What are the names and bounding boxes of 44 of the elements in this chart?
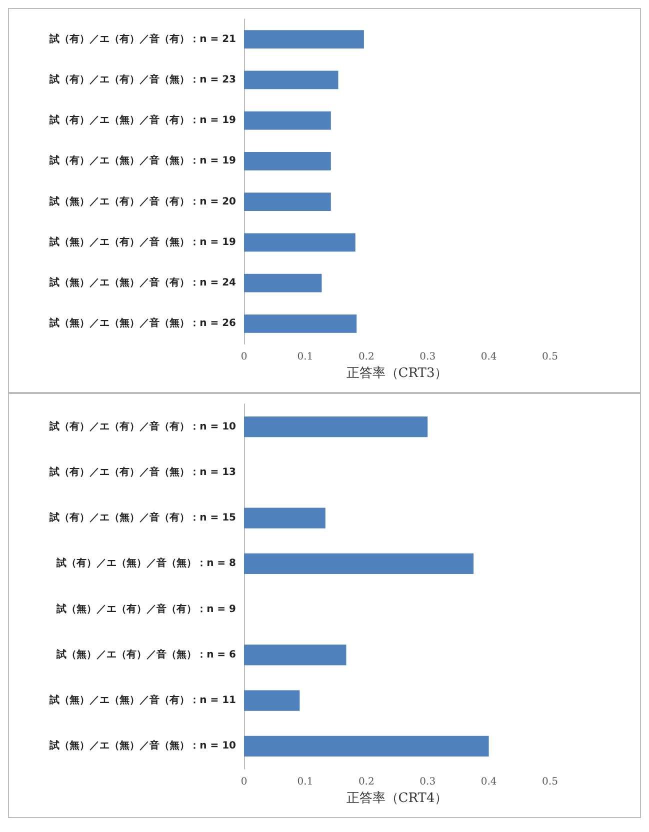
bar xyxy=(244,274,322,292)
x-tick-label: 0.1 xyxy=(297,352,314,362)
y-tick-label: 試（無）／エ（有）／音（有）：n = 20 xyxy=(48,195,236,208)
y-tick-label: 試（有）／エ（無）／音（無）：n = 8 xyxy=(56,557,236,570)
y-tick-label: 試（無）／エ（無）／音（無）：n = 26 xyxy=(48,317,236,330)
bar xyxy=(244,30,364,48)
bar xyxy=(244,553,474,574)
bar xyxy=(244,233,356,252)
y-tick-label: 試（有）／エ（無）／音（有）：n = 15 xyxy=(48,512,236,524)
x-tick-label: 0.5 xyxy=(542,352,558,362)
x-tick-label: 0.1 xyxy=(297,776,314,788)
y-tick-label: 試（無）／エ（有）／音（無）：n = 19 xyxy=(48,236,236,248)
y-tick-label: 試（有）／エ（無）／音（有）：n = 19 xyxy=(48,114,236,126)
x-axis-title: 正答率（CRT4） xyxy=(346,790,448,806)
x-tick-label: 0.3 xyxy=(420,352,436,362)
y-tick-label: 試（有）／エ（有）／音（有）：n = 21 xyxy=(48,32,236,45)
x-tick-label: 0.5 xyxy=(542,776,558,788)
bar xyxy=(244,152,331,170)
x-tick-label: 0.4 xyxy=(480,776,497,788)
y-tick-label: 試（有）／エ（有）／音（無）：n = 23 xyxy=(48,73,236,86)
x-tick-label: 0.4 xyxy=(480,352,497,362)
y-tick-label: 試（無）／エ（有）／音（無）：n = 6 xyxy=(56,648,236,660)
bar xyxy=(244,736,489,756)
x-tick-label: 0.2 xyxy=(358,352,374,362)
y-tick-label: 試（無）／エ（無）／音（無）：n = 10 xyxy=(48,740,236,752)
x-axis-title: 正答率（CRT3） xyxy=(346,364,448,381)
bar xyxy=(244,416,428,438)
x-tick-label: 0.2 xyxy=(358,776,374,788)
x-tick-label: 0 xyxy=(240,352,248,362)
bar xyxy=(244,644,346,666)
bar xyxy=(244,111,331,130)
bar xyxy=(244,690,300,711)
bar xyxy=(244,192,331,211)
bar xyxy=(244,508,326,528)
y-tick-label: 試（有）／エ（有）／音（有）：n = 10 xyxy=(48,420,236,432)
y-tick-label: 試（無）／エ（有）／音（有）：n = 9 xyxy=(56,602,236,615)
x-tick-label: 0.3 xyxy=(420,776,436,788)
bar xyxy=(244,314,357,333)
y-tick-label: 試（無）／エ（無）／音（有）：n = 11 xyxy=(48,694,236,706)
y-tick-label: 試（有）／エ（無）／音（無）：n = 19 xyxy=(48,154,236,167)
bar xyxy=(244,70,338,90)
x-tick-label: 0 xyxy=(240,776,248,788)
y-tick-label: 試（無）／エ（無）／音（有）：n = 24 xyxy=(48,276,236,289)
y-tick-label: 試（有）／エ（有）／音（無）：n = 13 xyxy=(48,466,236,478)
